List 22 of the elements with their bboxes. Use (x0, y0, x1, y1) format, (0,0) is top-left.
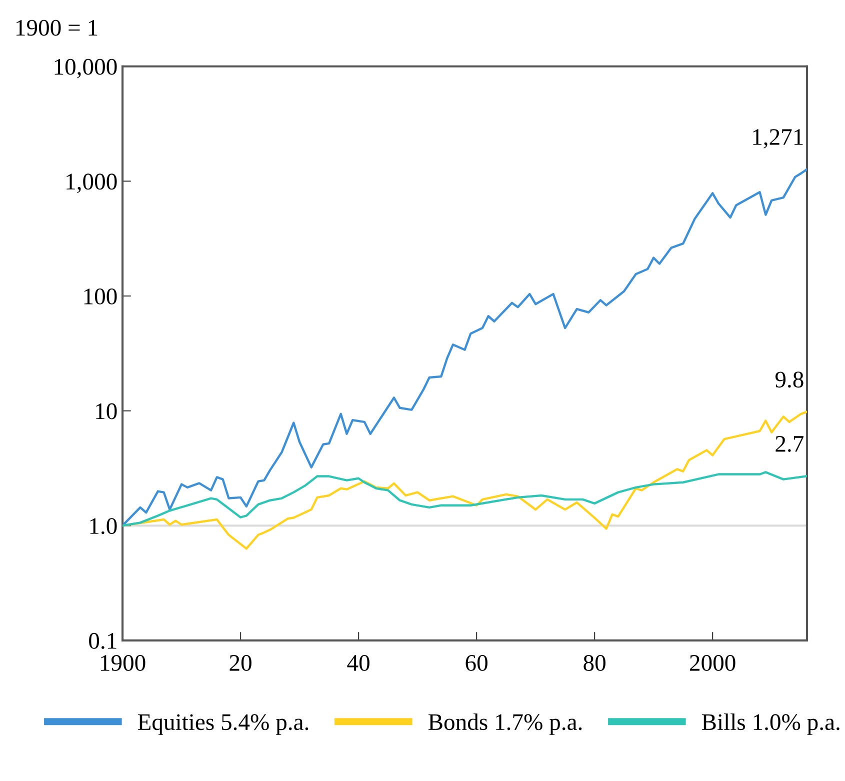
y-tick-label: 1.0 (90, 518, 117, 534)
x-tick-label: 20 (230, 654, 252, 671)
y-tick-label: 0.1 (89, 632, 116, 649)
x-tick-label: 1900 (100, 654, 146, 671)
y-axis-title: 1900 = 1 (16, 20, 98, 36)
line-series (122, 471, 807, 527)
y-tick-label: 1,000 (66, 174, 117, 194)
data-label: 9.8 (775, 372, 804, 388)
x-tick-label: 60 (466, 654, 488, 671)
line-series (122, 410, 807, 550)
legend-label: Bonds 1.7% p.a. (428, 713, 582, 735)
data-label: 2.7 (776, 436, 804, 452)
y-tick-label: 100 (84, 288, 117, 304)
line-series (122, 168, 807, 527)
x-tick-label: 40 (347, 654, 370, 671)
legend-label: Equities 5.4% p.a. (138, 714, 308, 735)
data-label: 1,271 (753, 129, 803, 148)
y-tick-label: 10,000 (54, 58, 117, 78)
y-tick-label: 10 (96, 403, 117, 420)
legend-label: Bills 1.0% p.a. (702, 713, 840, 735)
x-tick-label: 80 (584, 654, 606, 671)
x-tick-label: 2000 (690, 654, 736, 671)
